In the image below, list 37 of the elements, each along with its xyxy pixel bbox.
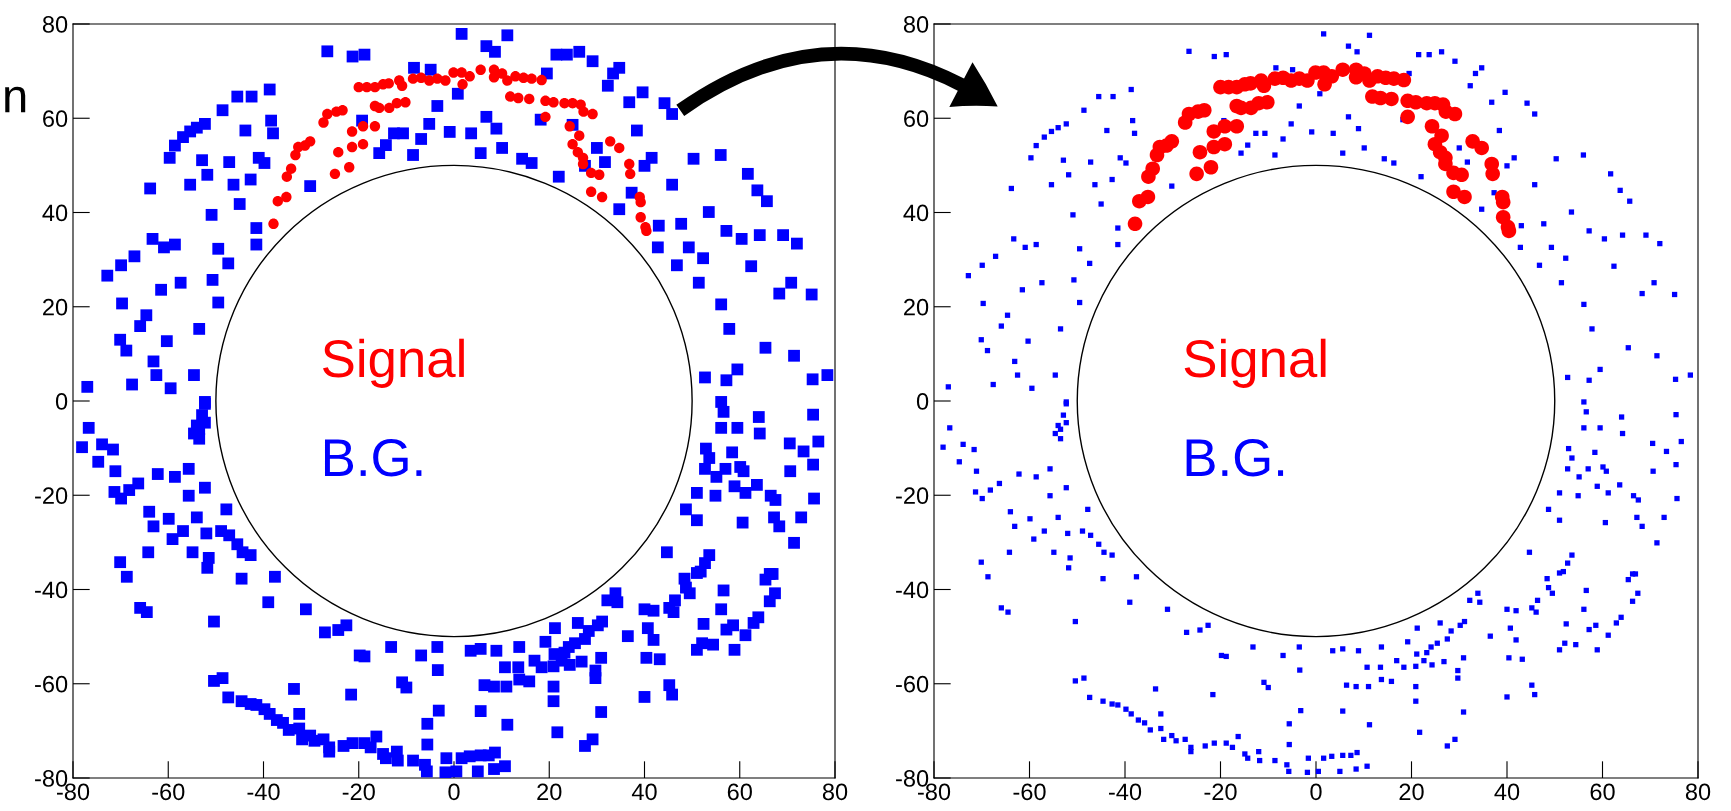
x-tick-label: -40 [1108,783,1142,801]
y-tick-label: -20 [35,487,68,505]
x-tick-label: 20 [1399,783,1424,801]
y-tick-label: 40 [42,204,68,222]
y-tick-label: 40 [903,204,929,222]
x-tick-label: -20 [1204,783,1237,801]
y-tick-label: -40 [35,581,68,599]
y-tick-label: -60 [35,675,68,693]
x-tick-label: -60 [152,783,185,801]
series-label: B.G. [324,439,422,477]
y-tick-label: 0 [916,393,929,410]
text: Signal [1184,338,1326,388]
series-label: B.G. [1186,439,1284,477]
x-tick-label: -40 [247,783,280,801]
text: n [5,86,26,113]
y-tick-label: -40 [896,581,929,599]
y-tick-label: -20 [896,487,929,505]
x-tick-label: -60 [1013,783,1046,801]
x-tick-label: 60 [727,783,752,801]
x-tick-label: 0 [448,783,460,801]
text: Signal [323,338,464,388]
x-tick-label: 40 [1494,783,1520,801]
y-tick-label: 60 [904,110,929,128]
y-tick-label: 80 [903,16,929,33]
y-tick-label: -60 [896,675,929,693]
x-tick-label: 40 [631,783,657,801]
y-tick-label: 20 [43,298,68,316]
y-tick-label: 60 [43,110,68,128]
x-tick-label: 60 [1590,783,1615,801]
y-tick-label: 20 [904,298,929,316]
x-tick-label: 80 [1685,783,1711,801]
x-tick-label: 80 [822,783,848,801]
x-tick-label: 20 [537,783,562,801]
y-tick-label: 80 [42,16,68,33]
x-tick-label: 0 [1310,783,1322,801]
y-tick-label: 0 [55,393,68,410]
x-tick-label: -20 [342,783,375,801]
